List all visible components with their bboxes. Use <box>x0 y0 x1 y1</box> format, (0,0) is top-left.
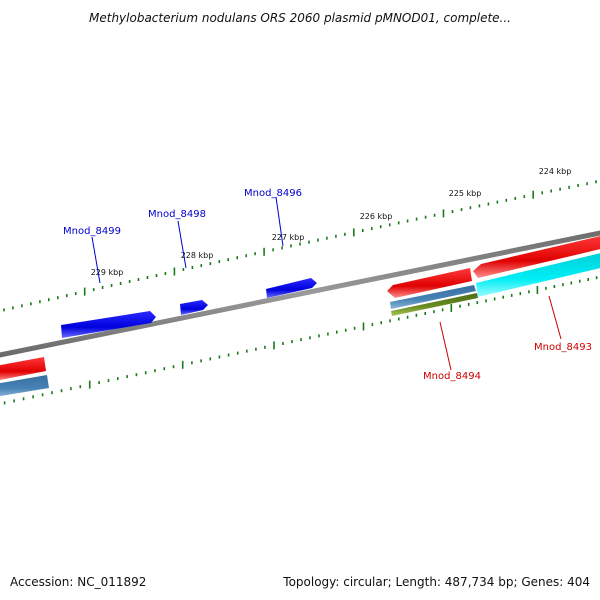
genome-summary-text: Topology: circular; Length: 487,734 bp; … <box>282 575 590 589</box>
gene-Mnod_8499[interactable]: Mnod_8499 <box>61 226 156 338</box>
gene-label-mnod-8494: Mnod_8494 <box>423 371 481 382</box>
ruler-label-229: 229 kbp <box>91 268 124 277</box>
ruler-label-227: 227 kbp <box>272 233 305 242</box>
gene-label-mnod-8496: Mnod_8496 <box>244 188 302 199</box>
outer-tick-ring <box>3 180 597 312</box>
gene-label-mnod-8499: Mnod_8499 <box>63 226 121 237</box>
genome-backbone <box>0 230 600 358</box>
inner-tick-ring <box>3 276 598 405</box>
ruler-label-224: 224 kbp <box>539 167 572 176</box>
ruler-label-226: 226 kbp <box>360 212 393 221</box>
gene-Mnod_8494[interactable]: Mnod_8494 <box>387 268 481 382</box>
accession-text: Accession: NC_011892 <box>10 575 146 589</box>
map-title: Methylobacterium nodulans ORS 2060 plasm… <box>89 11 511 25</box>
partial-feature-left[interactable] <box>0 357 49 397</box>
gene-Mnod_8498[interactable]: Mnod_8498 <box>148 209 208 315</box>
gene-label-mnod-8493: Mnod_8493 <box>534 342 592 353</box>
ruler-label-228: 228 kbp <box>181 251 214 260</box>
ruler-label-225: 225 kbp <box>449 189 482 198</box>
gene-Mnod_8493[interactable]: Mnod_8493 <box>473 235 600 353</box>
gene-label-mnod-8498: Mnod_8498 <box>148 209 206 220</box>
gene-Mnod_8496[interactable]: Mnod_8496 <box>244 188 317 298</box>
